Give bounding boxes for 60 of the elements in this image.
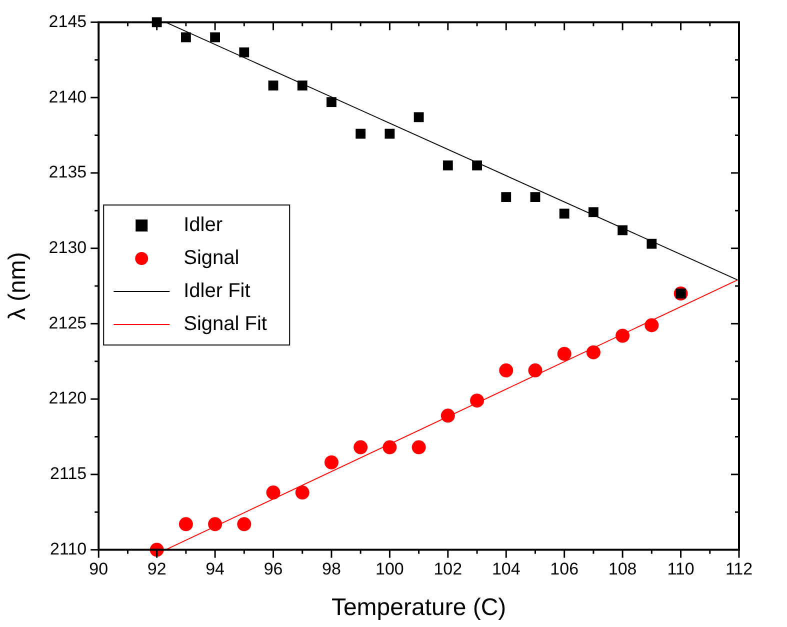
x-tick-label: 104 [492,560,520,579]
point [384,128,395,139]
point [354,440,368,454]
point [530,192,540,202]
point [644,318,659,332]
point [297,80,308,90]
point [499,363,514,378]
y-tick-label: 2125 [48,313,87,332]
point [559,208,570,219]
x-tick-label: 106 [550,560,579,579]
point [528,363,542,378]
y-tick-label: 2135 [48,162,87,182]
point [412,440,426,454]
point [472,160,482,170]
x-tick-label: 110 [667,560,694,579]
y-tick-label: 2120 [48,388,87,408]
point [616,328,630,343]
y-tick-label: 2115 [50,464,87,484]
x-tick-label: 94 [206,560,225,579]
point [237,517,252,532]
point [210,32,220,42]
x-tick-label: 90 [89,560,108,579]
point [586,345,600,360]
point [414,112,424,122]
x-tick-label: 96 [264,560,283,579]
point [440,408,455,423]
point [180,32,191,42]
point [442,160,453,170]
point [470,394,484,408]
point [266,486,280,500]
point [324,455,338,470]
x-tick-label: 92 [147,560,166,579]
point [618,225,628,236]
x-tick-label: 102 [434,560,462,579]
point [326,97,336,108]
point [295,486,310,500]
legend-label: Idler [184,214,223,236]
point [178,517,193,532]
x-tick-label: 98 [322,560,341,579]
point [646,238,657,249]
point [268,80,278,90]
x-tick-label: 112 [725,560,753,579]
legend-label: Signal [184,247,240,270]
y-tick-label: 2130 [48,238,87,257]
y-tick-label: 2145 [48,12,87,31]
point [501,192,512,202]
y-axis-title: λ (nm) [4,252,32,320]
point [239,47,250,58]
point [356,128,366,139]
point [557,346,572,361]
y-tick-label: 2140 [48,87,87,106]
point [588,207,598,218]
x-tick-label: 108 [608,560,637,579]
x-axis-title: Temperature (C) [331,594,506,622]
point [208,517,222,532]
x-tick-label: 100 [376,560,404,579]
point [382,440,397,454]
y-tick-label: 2110 [50,539,87,558]
legend-label: Idler Fit [184,280,251,302]
legend-label: Signal Fit [184,313,268,336]
